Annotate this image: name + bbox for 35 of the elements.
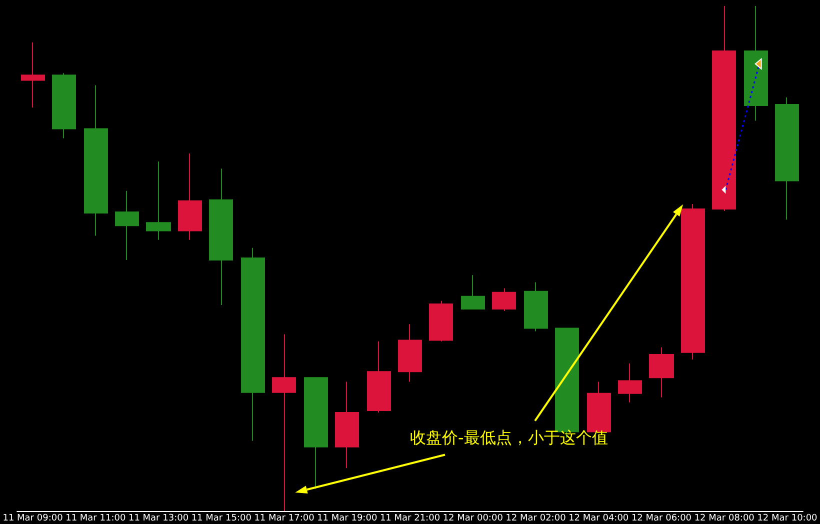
x-tick-label: 12 Mar 04:00 [568,514,629,524]
x-tick-label: 12 Mar 00:00 [442,514,504,524]
x-tick-label: 11 Mar 17:00 [254,514,315,524]
candlestick [649,346,674,398]
x-tick-label: 12 Mar 10:00 [757,514,818,524]
candlestick [461,274,485,310]
candlestick [524,282,548,332]
candlestick [335,381,359,469]
candlestick [398,324,422,382]
x-tick-label: 11 Mar 21:00 [380,514,440,524]
x-tick-label: 12 Mar 08:00 [694,514,755,524]
x-tick-label: 11 Mar 15:00 [191,514,252,524]
x-tick-label: 11 Mar 09:00 [2,514,64,524]
candlestick [429,300,453,342]
candlestick [241,247,265,442]
candlestick [618,363,642,403]
candlestick [304,377,328,490]
annotation: 收盘价-最低点，小于这个值 [410,428,608,447]
candlestick [178,152,202,240]
x-tick-label: 12 Mar 06:00 [631,514,692,524]
candlestick [115,190,139,261]
candlestick [209,168,233,306]
candlestick [146,161,171,240]
x-tick-label: 11 Mar 19:00 [317,514,378,524]
candlestick [367,340,391,414]
candlestick [21,42,45,108]
candlestick [712,6,736,212]
x-tick-label: 11 Mar 13:00 [128,514,189,524]
candlestick [775,96,799,220]
candlestick [84,84,108,236]
x-tick-label: 11 Mar 11:00 [66,514,126,524]
candlestick [744,6,768,122]
candlestick [492,288,516,312]
candlestick [52,72,76,139]
x-tick-label: 12 Mar 02:00 [506,514,566,524]
